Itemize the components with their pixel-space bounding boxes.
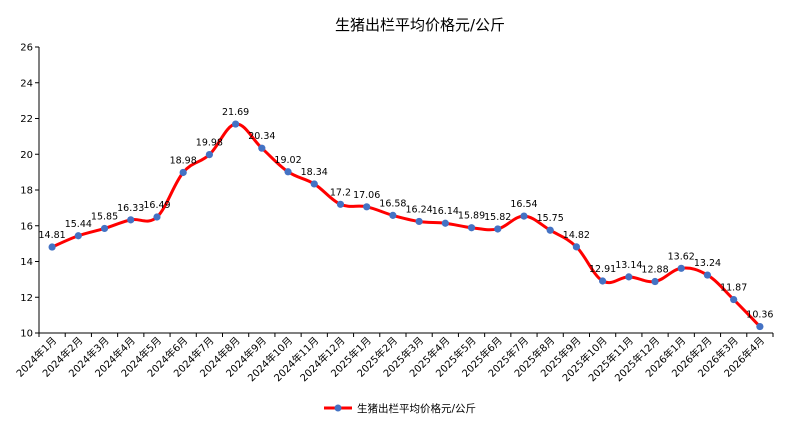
data-point: [205, 151, 213, 159]
y-tick-label: 10: [20, 329, 33, 340]
data-label: 15.75: [537, 213, 564, 224]
data-label: 14.81: [39, 230, 66, 241]
y-tick-label: 14: [20, 257, 33, 268]
data-point: [467, 224, 476, 232]
data-label: 16.14: [432, 206, 459, 217]
data-label: 15.85: [91, 211, 118, 222]
data-point: [651, 277, 659, 286]
data-label: 15.82: [484, 212, 511, 223]
data-point: [572, 243, 580, 251]
data-point: [389, 211, 397, 219]
data-points: [48, 120, 764, 331]
series-line-path: [51, 122, 761, 328]
data-point: [258, 144, 266, 152]
data-point: [441, 219, 449, 227]
series-line: [51, 122, 761, 328]
y-tick-label: 26: [20, 43, 33, 54]
y-axis: 10 12 14 16 18 20 22 24 26: [20, 43, 40, 340]
data-label: 21.69: [222, 107, 249, 118]
data-label: 13.14: [615, 260, 642, 271]
data-point: [415, 217, 423, 226]
data-point: [730, 295, 738, 304]
data-label: 19.98: [196, 138, 223, 149]
data-point: [153, 213, 161, 221]
y-tick-label: 16: [20, 221, 33, 232]
data-label: 18.98: [170, 155, 197, 166]
data-label: 20.34: [248, 131, 275, 142]
y-tick-label: 20: [20, 150, 33, 161]
data-point: [284, 168, 292, 176]
data-label: 13.62: [668, 251, 695, 262]
data-label: 15.44: [65, 219, 92, 230]
data-label: 11.87: [720, 283, 747, 294]
data-point: [232, 120, 240, 128]
data-label: 17.06: [353, 190, 380, 201]
data-label: 16.24: [406, 204, 433, 215]
legend: 生猪出栏平均价格元/公斤: [324, 402, 476, 415]
data-point: [625, 273, 633, 281]
data-point: [74, 232, 82, 240]
data-point: [363, 203, 371, 211]
y-tick-label: 22: [20, 114, 33, 125]
data-point: [179, 168, 187, 177]
data-label: 19.02: [274, 155, 301, 166]
data-label: 16.49: [143, 200, 170, 211]
data-label: 14.82: [563, 230, 590, 241]
data-point: [546, 226, 554, 234]
data-label: 10.36: [746, 310, 773, 321]
data-point: [703, 271, 712, 279]
data-label: 12.88: [641, 265, 668, 276]
data-point: [756, 322, 764, 331]
data-label: 17.2: [330, 187, 351, 198]
data-point: [677, 264, 685, 272]
data-point: [599, 277, 607, 285]
data-label: 18.34: [301, 167, 328, 178]
x-axis: 2024年1月2024年2月2024年3月2024年4月2024年5月2024年…: [13, 332, 774, 384]
data-point: [127, 216, 135, 224]
y-tick-label: 18: [20, 186, 33, 197]
data-label: 16.58: [379, 198, 406, 209]
data-label: 13.24: [694, 258, 721, 269]
data-point: [336, 200, 345, 208]
data-label: 15.89: [458, 211, 485, 222]
data-label: 16.33: [117, 203, 144, 214]
chart-title: 生猪出栏平均价格元/公斤: [335, 16, 505, 34]
data-point: [100, 224, 109, 233]
legend-swatch-marker: [334, 404, 342, 412]
legend-label: 生猪出栏平均价格元/公斤: [357, 402, 476, 415]
data-point: [520, 212, 528, 220]
y-tick-label: 12: [20, 293, 33, 304]
data-label: 16.54: [510, 199, 537, 210]
data-point: [48, 243, 56, 251]
data-label: 12.91: [589, 264, 616, 275]
data-point: [310, 180, 318, 188]
data-point: [494, 225, 502, 233]
y-tick-label: 24: [20, 78, 33, 89]
